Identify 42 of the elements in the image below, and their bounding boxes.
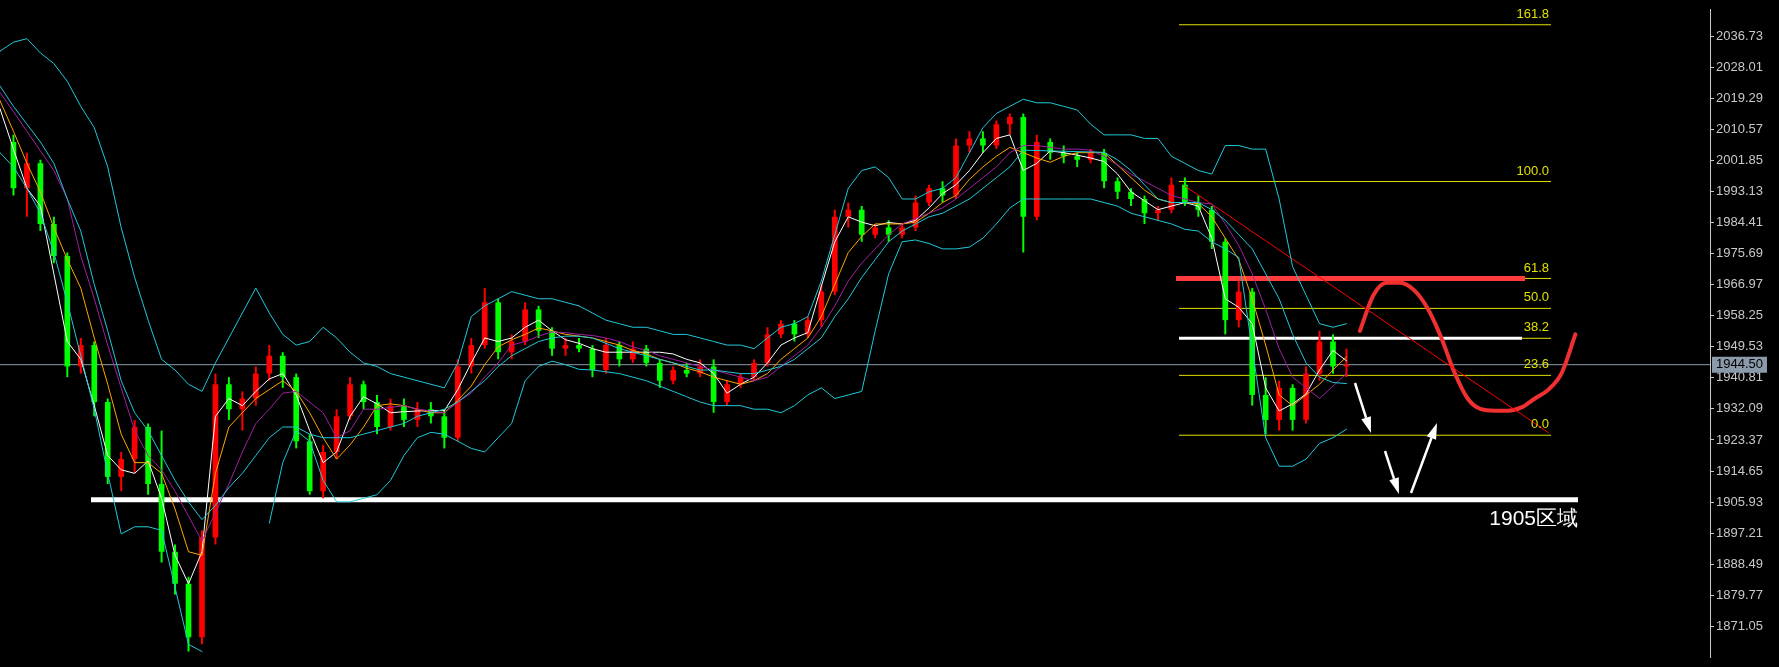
annotation: 50.0 [1523,289,1549,305]
y-tick-label: 2001.85 [1716,151,1763,167]
y-tick-label: 1879.77 [1716,586,1763,602]
y-tick-label: 1966.97 [1716,276,1763,292]
candlestick [656,358,663,389]
candlestick [980,130,986,154]
y-tick-label: 1949.53 [1716,338,1763,354]
y-tick-label: 2010.57 [1716,120,1763,136]
y-tick-label: 1871.05 [1716,617,1763,633]
annotation: 38.2 [1523,319,1549,335]
y-tick-label: 1914.65 [1716,462,1763,478]
candlestick [966,130,973,154]
annotation: 161.8 [1516,5,1549,21]
y-tick-label: 1984.41 [1716,214,1763,230]
candlestick [751,358,757,382]
candlestick [926,183,932,208]
candlestick [724,379,730,407]
y-tick-label: 1975.69 [1716,245,1763,261]
y-tick-label: 2036.73 [1716,27,1763,43]
ref-line-label: 1944.50 [1716,356,1763,372]
annotation: 61.8 [1523,259,1549,275]
y-tick-label: 1932.09 [1716,400,1763,416]
candlestick [279,351,286,389]
y-tick-label: 1958.25 [1716,307,1763,323]
candlestick [468,336,475,375]
y-tick-label: 1888.49 [1716,555,1763,571]
y-tick-label: 1897.21 [1716,524,1763,540]
y-tick-label: 1923.37 [1716,431,1763,447]
candlestick [266,344,273,382]
y-tick-label: 1940.81 [1716,369,1763,385]
y-tick-label: 2028.01 [1716,58,1763,74]
y-tick-label: 1993.13 [1716,182,1763,198]
candlestick [401,397,407,429]
y-tick-label: 1905.93 [1716,493,1763,509]
y-tick-label: 2019.29 [1716,89,1763,105]
annotation: 1905区域 [1489,506,1578,530]
candlestick [1114,176,1121,200]
annotation: 100.0 [1516,162,1549,178]
candlestick [845,201,852,229]
line-series [1357,280,1578,413]
candlestick [1007,112,1013,136]
candlestick [118,450,125,493]
